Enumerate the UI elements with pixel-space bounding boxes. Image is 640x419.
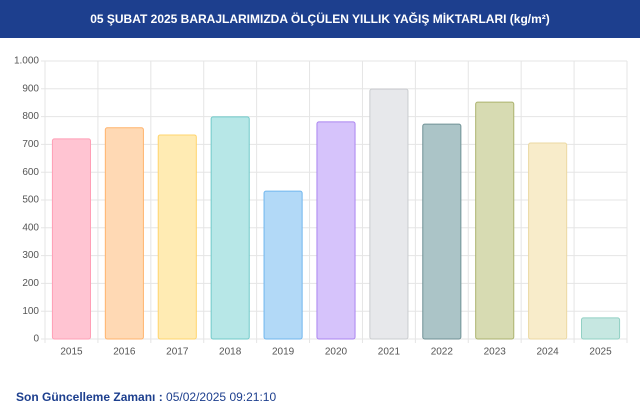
bar: [369, 88, 409, 340]
bar: [316, 121, 356, 340]
y-tick-label: 900: [22, 83, 39, 94]
x-tick-label: 2024: [537, 347, 560, 358]
y-tick-label: 300: [22, 250, 39, 261]
y-tick-label: 400: [22, 222, 39, 233]
footer-label: Son Güncelleme Zamanı :: [16, 390, 163, 404]
x-tick-label: 2020: [325, 347, 348, 358]
x-tick-label: 2021: [378, 347, 401, 358]
y-tick-label: 600: [22, 167, 39, 178]
footer-timestamp: 05/02/2025 09:21:10: [166, 390, 277, 404]
y-tick-label: 0: [33, 334, 39, 345]
x-tick-label: 2017: [166, 347, 189, 358]
x-tick-label: 2015: [60, 347, 83, 358]
bar: [157, 134, 197, 340]
y-tick-label: 800: [22, 111, 39, 122]
y-tick-label: 1.000: [14, 56, 39, 67]
x-tick-label: 2016: [113, 347, 136, 358]
bar: [210, 116, 250, 340]
y-tick-label: 100: [22, 306, 39, 317]
x-tick-label: 2018: [219, 347, 242, 358]
x-tick-label: 2023: [484, 347, 507, 358]
x-tick-label: 2025: [589, 347, 612, 358]
bar: [422, 123, 462, 340]
bar: [528, 142, 568, 340]
x-tick-label: 2019: [272, 347, 295, 358]
y-tick-label: 500: [22, 195, 39, 206]
y-tick-label: 700: [22, 139, 39, 150]
bar: [263, 190, 303, 340]
chart: 0 100 200 300 400 500 600 700 800 900 1.000 2015 201…: [14, 56, 628, 358]
y-tick-label: 200: [22, 278, 39, 289]
bar: [51, 138, 92, 340]
header-title: 05 ŞUBAT 2025 BARAJLARIMIZDA ÖLÇÜLEN YIL…: [0, 0, 640, 38]
x-tick-label: 2022: [431, 347, 454, 358]
footer: Son Güncelleme Zamanı : 05/02/2025 09:21…: [16, 390, 276, 404]
bar: [580, 317, 621, 340]
bar: [475, 101, 515, 340]
bar: [104, 127, 144, 340]
